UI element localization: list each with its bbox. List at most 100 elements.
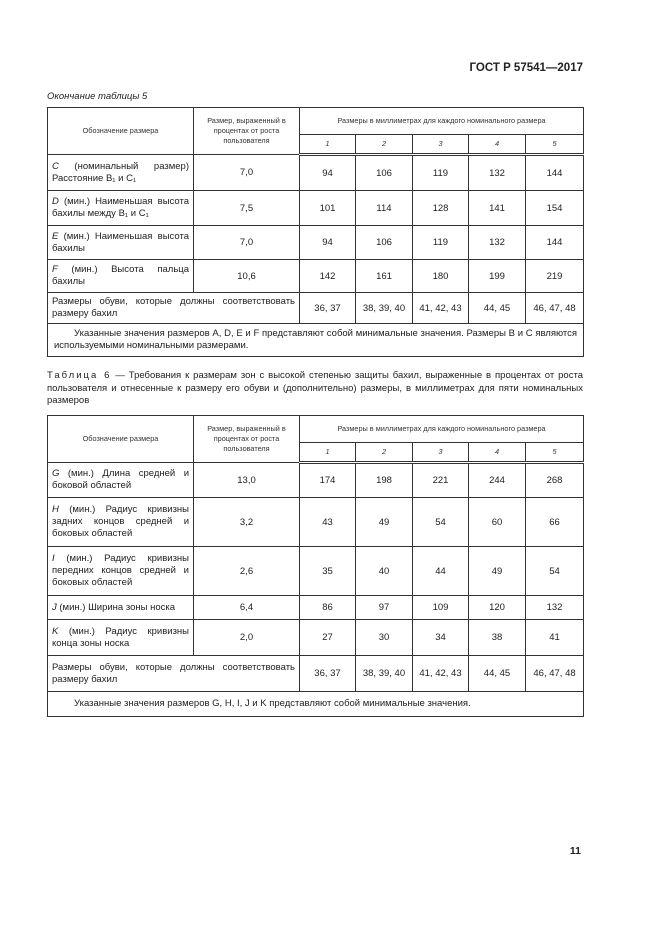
row-percent: 7,0 [193,225,300,260]
table-row: F (мин.) Высота пальца бахилы 10,6 142 161 1… [47,259,585,293]
row-value: 109 [412,595,469,620]
table-row: H (мин.) Радиус кривизны задних концов с… [47,497,585,547]
row-value: 49 [468,546,526,596]
row-value: 54 [524,546,585,596]
header-percent: Размер, выраженный в процентах от роста … [193,107,300,155]
size-letter: K [52,625,59,637]
row-designation: G (мин.) Длина средней и боковой областе… [47,462,194,498]
row-designation: C (номинальный размер) Расстояние B₁ и C… [47,154,194,191]
shoe-size-value: 38, 39, 40 [355,292,413,324]
row-value: 60 [468,497,526,547]
row-value: 128 [412,190,469,226]
row-designation: J (мин.) Ширина зоны носка [47,595,194,620]
table-row: I (мин.) Радиус кривизны передних концов… [47,546,585,596]
row-designation: H (мин.) Радиус кривизны задних концов с… [47,497,194,547]
shoe-sizes-row: Размеры обуви, которые должны соответств… [47,292,585,324]
table6-caption-text: — Требования к размерам зон с высокой ст… [47,370,583,406]
row-value: 54 [412,497,469,547]
header-size-3: 3 [412,442,469,464]
table-row: E (мин.) Наименьшая высота бахилы 7,0 94 10… [47,225,585,260]
row-value: 268 [524,462,585,498]
header-size-4: 4 [468,134,526,156]
size-letter: G [52,468,60,479]
row-percent: 3,2 [193,497,300,547]
row-value: 35 [299,546,356,596]
size-letter: J [52,601,57,613]
row-value: 174 [299,462,356,498]
header-designation: Обозначение размера [47,107,194,155]
page-number: 11 [569,845,581,857]
shoe-sizes-label: Размеры обуви, которые должны соответств… [47,655,300,692]
shoe-size-value: 44, 45 [468,292,526,324]
header-size-1: 1 [299,134,356,156]
header-mm: Размеры в миллиметрах для каждого номина… [298,107,585,135]
row-value: 38 [468,619,526,656]
row-value: 106 [355,225,413,260]
row-label: (мин.) Радиус кривизны конца зоны носка [52,625,189,649]
size-letter: H [52,504,59,515]
table6-caption-prefix: Таблица 6 [47,370,112,381]
shoe-size-value: 41, 42, 43 [412,292,469,324]
row-designation: F (мин.) Высота пальца бахилы [47,259,194,293]
row-value: 114 [355,190,413,226]
row-percent: 2,0 [193,619,300,656]
header-size-2: 2 [355,442,413,464]
row-value: 180 [412,259,469,293]
shoe-size-value: 41, 42, 43 [412,655,469,692]
row-label: (номинальный размер) Расстояние B₁ и C₁ [52,160,189,184]
row-value: 94 [299,225,356,260]
table-row: K (мин.) Радиус кривизны конца зоны носк… [47,619,585,656]
row-percent: 13,0 [193,462,300,498]
row-value: 119 [412,225,469,260]
table5-continuation-label: Окончание таблицы 5 [47,91,148,102]
header-size-5: 5 [524,134,585,156]
row-value: 120 [468,595,526,620]
row-value: 132 [524,595,585,620]
shoe-size-value: 38, 39, 40 [355,655,413,692]
header-mm: Размеры в миллиметрах для каждого номина… [298,415,585,443]
row-value: 49 [355,497,413,547]
row-value: 161 [355,259,413,293]
row-value: 34 [412,619,469,656]
shoe-size-value: 36, 37 [299,292,356,324]
row-value: 43 [299,497,356,547]
table-row: C (номинальный размер) Расстояние B₁ и C… [47,154,585,191]
row-value: 244 [468,462,526,498]
row-designation: I (мин.) Радиус кривизны передних концов… [47,546,194,596]
header-designation: Обозначение размера [47,415,194,463]
row-value: 132 [468,154,526,191]
shoe-size-value: 46, 47, 48 [524,655,585,692]
row-label: (мин.) Радиус кривизны передних концов с… [52,553,189,588]
row-percent: 7,0 [193,154,300,191]
row-value: 66 [524,497,585,547]
shoe-size-value: 36, 37 [299,655,356,692]
row-value: 144 [524,225,585,260]
row-value: 221 [412,462,469,498]
row-value: 101 [299,190,356,226]
table-row: G (мин.) Длина средней и боковой областе… [47,462,585,498]
row-value: 44 [412,546,469,596]
row-value: 132 [468,225,526,260]
row-value: 219 [524,259,585,293]
row-percent: 7,5 [193,190,300,226]
row-value: 94 [299,154,356,191]
row-label: (мин.) Длина средней и боковой областей [52,468,189,491]
header-percent: Размер, выраженный в процентах от роста … [193,415,300,463]
row-designation: K (мин.) Радиус кривизны конца зоны носк… [47,619,194,656]
row-label: (мин.) Наименьшая высота бахилы [52,230,189,254]
header-size-4: 4 [468,442,526,464]
table-row: D (мин.) Наименьшая высота бахилы между … [47,190,585,226]
row-value: 198 [355,462,413,498]
header-size-2: 2 [355,134,413,156]
row-label: (мин.) Высота пальца бахилы [52,264,189,287]
row-value: 119 [412,154,469,191]
table-6: Обозначение размера Размер, выраженный в … [46,415,585,717]
shoe-size-value: 44, 45 [468,655,526,692]
row-value: 86 [299,595,356,620]
row-value: 199 [468,259,526,293]
document-code: ГОСТ Р 57541—2017 [469,62,583,74]
row-value: 154 [524,190,585,226]
row-label: (мин.) Ширина зоны носка [56,601,176,613]
shoe-sizes-label: Размеры обуви, которые должны соответств… [47,292,300,324]
size-letter: D [52,196,59,207]
